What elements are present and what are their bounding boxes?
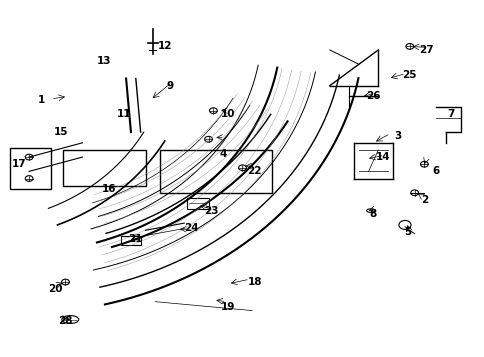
Bar	[160, 150, 271, 193]
Text: 22: 22	[247, 166, 261, 176]
Text: 10: 10	[220, 109, 235, 119]
Text: 14: 14	[375, 152, 390, 162]
Text: 16: 16	[102, 184, 116, 194]
Bar	[63, 150, 145, 186]
Text: 9: 9	[166, 81, 173, 91]
Bar	[186, 198, 208, 209]
Text: 13: 13	[97, 56, 111, 66]
Text: 26: 26	[365, 91, 380, 101]
Text: 15: 15	[53, 127, 68, 137]
Text: 6: 6	[432, 166, 439, 176]
Text: 11: 11	[116, 109, 131, 119]
Text: 23: 23	[203, 206, 218, 216]
Text: 19: 19	[220, 302, 235, 312]
Text: 8: 8	[369, 209, 376, 219]
Text: 12: 12	[157, 41, 172, 51]
Text: 27: 27	[419, 45, 433, 55]
Text: 21: 21	[128, 234, 143, 244]
Text: 25: 25	[402, 70, 416, 80]
Text: 17: 17	[12, 159, 27, 169]
Bar	[121, 236, 140, 245]
Text: 5: 5	[403, 227, 410, 237]
Text: 20: 20	[48, 284, 63, 294]
Text: 4: 4	[219, 149, 227, 159]
Text: 24: 24	[184, 223, 198, 233]
Text: 3: 3	[393, 131, 400, 141]
Text: 2: 2	[420, 195, 427, 205]
Text: 18: 18	[247, 277, 261, 287]
Text: 1: 1	[38, 95, 45, 105]
Text: 7: 7	[446, 109, 454, 119]
Text: 28: 28	[58, 316, 73, 326]
Bar	[10, 148, 51, 189]
